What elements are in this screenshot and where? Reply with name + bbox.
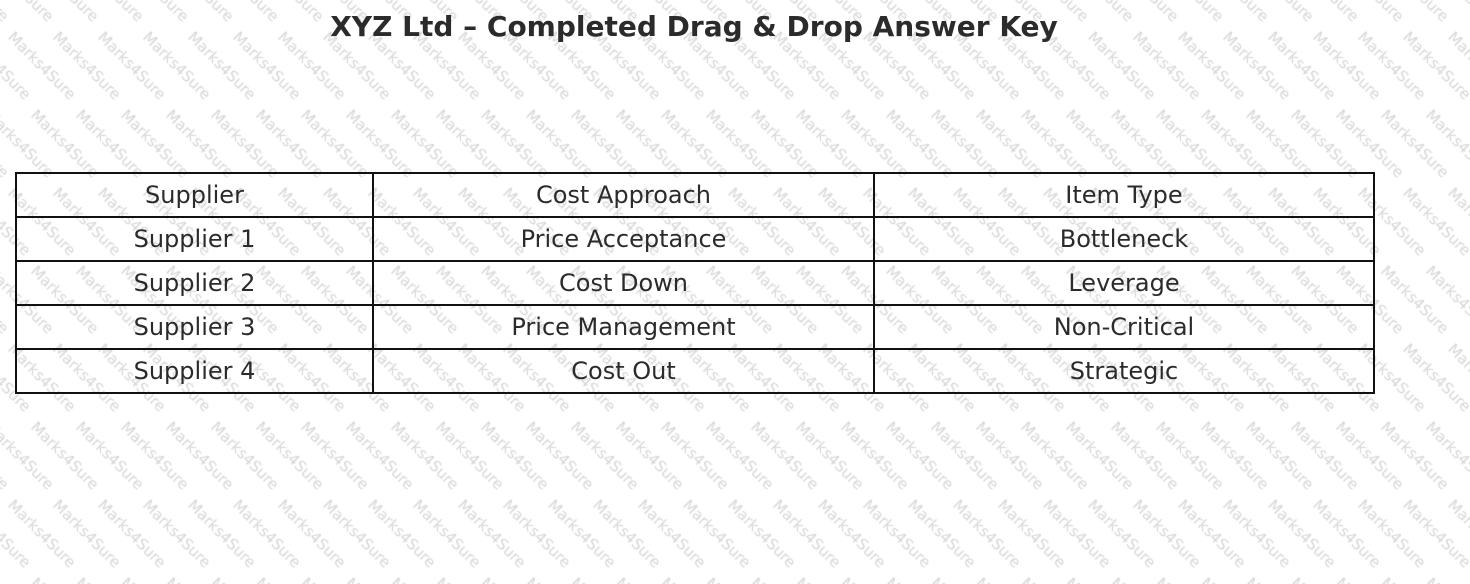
table-row: Supplier 4 Cost Out Strategic [15, 348, 1375, 394]
header-cost-approach: Cost Approach [372, 172, 875, 218]
item-type-cell: Strategic [873, 348, 1375, 394]
supplier-cell: Supplier 1 [15, 216, 374, 262]
table-header-row: Supplier Cost Approach Item Type [15, 172, 1375, 218]
item-type-cell: Bottleneck [873, 216, 1375, 262]
table-row: Supplier 1 Price Acceptance Bottleneck [15, 216, 1375, 262]
cost-approach-cell: Price Acceptance [372, 216, 875, 262]
page-title: XYZ Ltd – Completed Drag & Drop Answer K… [330, 10, 1058, 43]
table-row: Supplier 3 Price Management Non-Critical [15, 304, 1375, 350]
answer-key-table: Supplier Cost Approach Item Type Supplie… [15, 172, 1375, 394]
supplier-cell: Supplier 3 [15, 304, 374, 350]
cost-approach-cell: Price Management [372, 304, 875, 350]
item-type-cell: Non-Critical [873, 304, 1375, 350]
header-supplier: Supplier [15, 172, 374, 218]
supplier-cell: Supplier 2 [15, 260, 374, 306]
item-type-cell: Leverage [873, 260, 1375, 306]
cost-approach-cell: Cost Out [372, 348, 875, 394]
header-item-type: Item Type [873, 172, 1375, 218]
supplier-cell: Supplier 4 [15, 348, 374, 394]
cost-approach-cell: Cost Down [372, 260, 875, 306]
table-row: Supplier 2 Cost Down Leverage [15, 260, 1375, 306]
